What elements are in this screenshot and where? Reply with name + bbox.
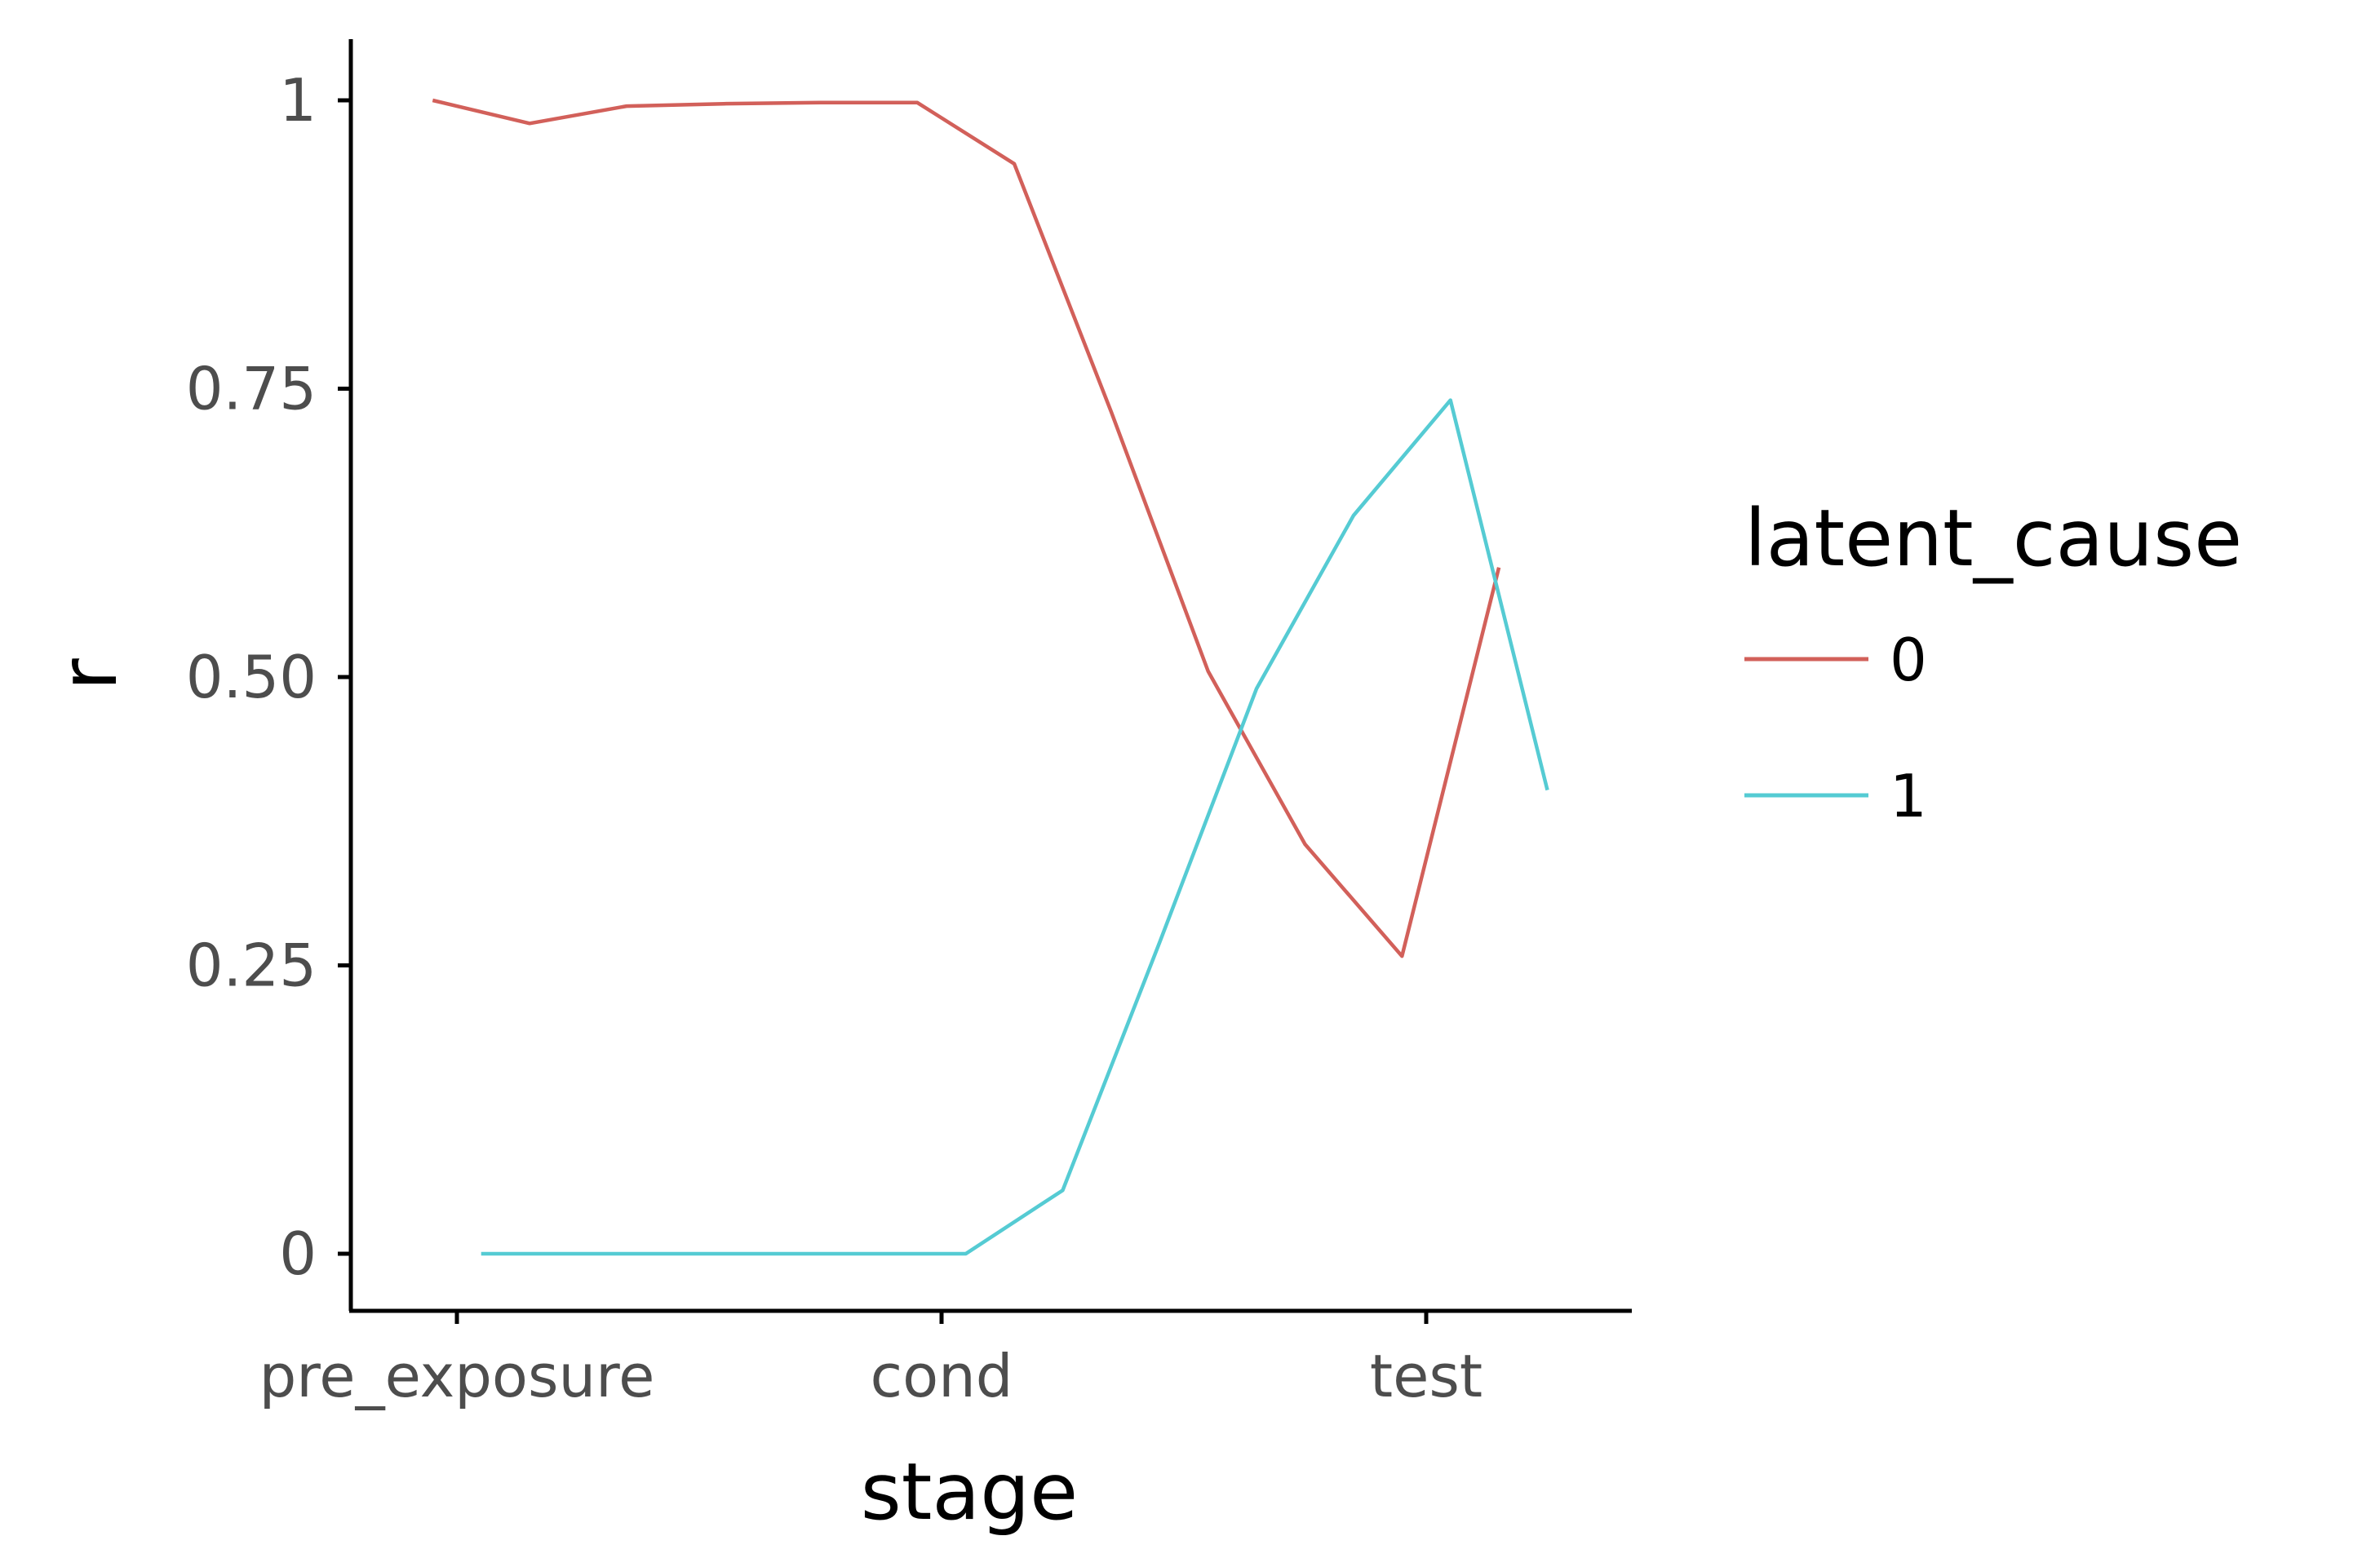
y-tick-label: 1 — [279, 66, 317, 135]
y-tick-label: 0.75 — [186, 355, 317, 423]
legend-title: latent_cause — [1744, 493, 2242, 584]
y-axis-ticks: 0 0.25 0.50 0.75 1 — [186, 66, 351, 1288]
legend: latent_cause 0 1 — [1744, 493, 2242, 830]
plot-series — [432, 98, 1549, 1256]
x-axis-ticks: pre_exposure cond test — [259, 1311, 1483, 1410]
y-axis-title: r — [43, 658, 135, 691]
legend-label-1: 1 — [1890, 762, 1927, 830]
series-line-1 — [481, 398, 1549, 1256]
x-tick-label: cond — [871, 1342, 1013, 1410]
legend-label-0: 0 — [1890, 626, 1927, 694]
x-tick-label: test — [1370, 1342, 1483, 1410]
y-tick-label: 0.50 — [186, 643, 317, 711]
series-line-0 — [432, 98, 1501, 958]
y-tick-label: 0.25 — [186, 932, 317, 1000]
x-axis-title: stage — [861, 1446, 1078, 1538]
y-tick-label: 0 — [279, 1219, 317, 1288]
x-tick-label: pre_exposure — [259, 1342, 655, 1410]
